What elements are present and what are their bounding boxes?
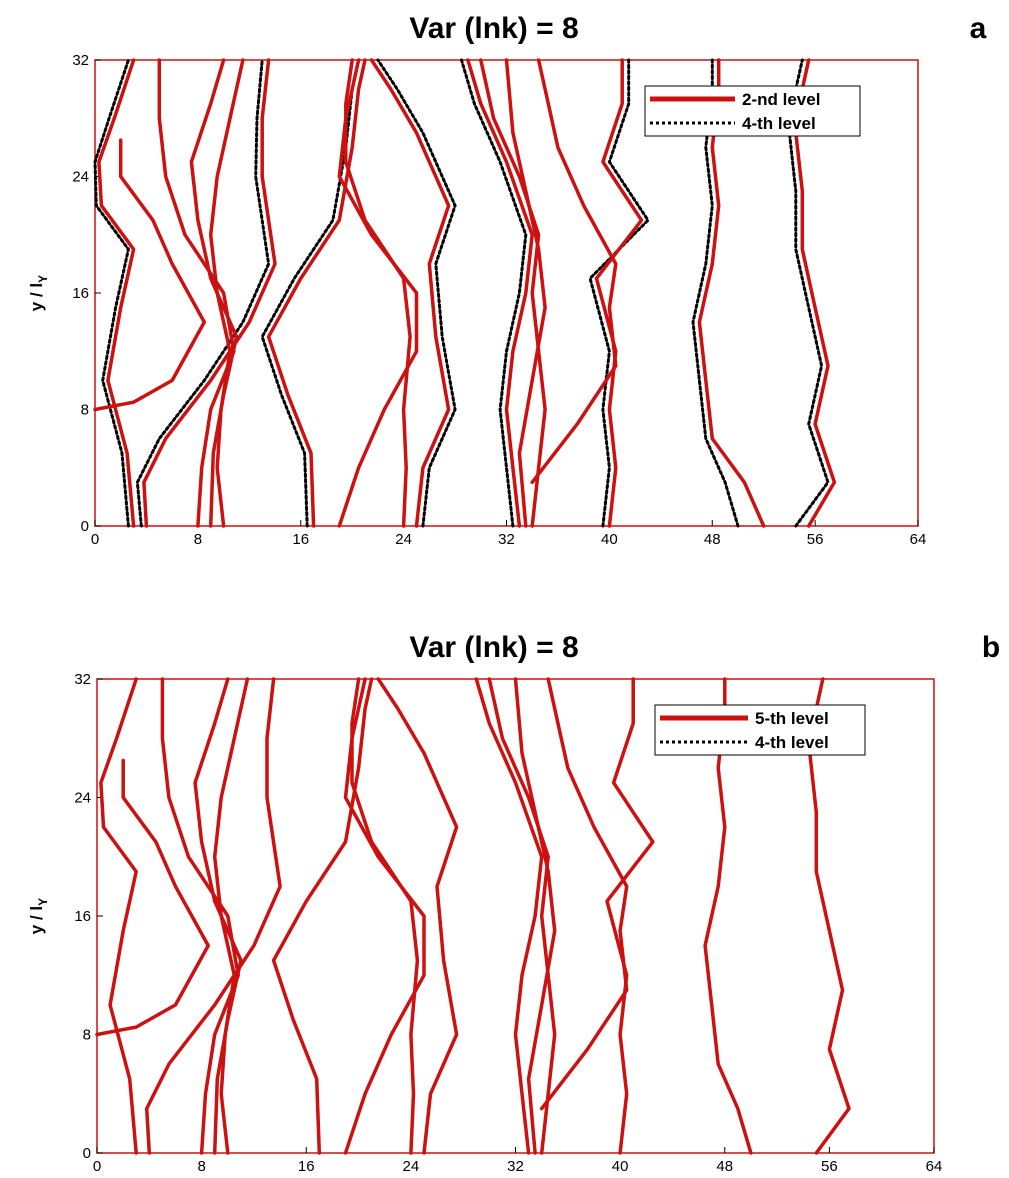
series-line-dotted bbox=[93, 58, 130, 528]
y-tick-label: 8 bbox=[83, 1027, 91, 1044]
x-tick-label: 48 bbox=[716, 1158, 733, 1175]
x-tick-label: 56 bbox=[807, 531, 824, 548]
series-line-dotted bbox=[260, 58, 361, 528]
y-axis-label-subscript: Y bbox=[36, 275, 50, 283]
y-tick-label: 8 bbox=[81, 402, 89, 419]
legend-label: 5-th level bbox=[755, 709, 829, 728]
series-line-solid bbox=[266, 58, 367, 528]
series-line-solid bbox=[271, 677, 374, 1155]
x-tick-label: 40 bbox=[601, 531, 618, 548]
x-tick-label: 64 bbox=[910, 531, 927, 548]
series-line-solid bbox=[487, 677, 557, 1155]
x-tick-label: 0 bbox=[93, 1158, 101, 1175]
x-tick-label: 40 bbox=[612, 1158, 629, 1175]
plot-area: 0 8 16 24 32 40 48 56 64 0 8 16 24 32 bbox=[72, 52, 926, 548]
series-line-solid bbox=[369, 58, 451, 528]
series-line-solid bbox=[539, 677, 629, 1111]
series-line-solid bbox=[95, 758, 210, 1037]
y-tick-label: 32 bbox=[74, 671, 91, 688]
y-tick-label: 0 bbox=[83, 1145, 91, 1162]
x-tick-label: 32 bbox=[507, 1158, 524, 1175]
y-tick-label: 16 bbox=[74, 908, 91, 925]
x-tick-label: 24 bbox=[403, 1158, 420, 1175]
svg-text:y / lY: y / lY bbox=[27, 898, 50, 934]
y-axis-label-text: y / l bbox=[27, 283, 46, 311]
y-tick-label: 32 bbox=[72, 52, 89, 69]
panel-b: Var (lnk) = 8 b y / lY 0 8 16 24 32 40 48 56 640… bbox=[27, 631, 1000, 1175]
series-line-solid bbox=[594, 58, 644, 528]
plot-area: 0 8 16 24 32 40 48 56 64 0 8 16 24 32 bbox=[74, 671, 942, 1175]
series-line-solid bbox=[343, 677, 426, 1155]
series-line-solid bbox=[504, 58, 547, 528]
series-line-solid bbox=[513, 677, 557, 1155]
series-line-solid bbox=[530, 58, 618, 485]
y-tick-label: 24 bbox=[74, 790, 91, 807]
series-line-dotted bbox=[588, 58, 650, 528]
series-line-solid bbox=[193, 677, 243, 1155]
panel-letter: a bbox=[970, 12, 987, 45]
series-line-dotted bbox=[460, 58, 528, 528]
x-tick-label: 8 bbox=[197, 1158, 205, 1175]
legend: 5-th level 4-th level bbox=[654, 704, 866, 756]
x-tick-label: 0 bbox=[91, 531, 99, 548]
legend-label: 2-nd level bbox=[742, 90, 820, 109]
x-tick-label: 64 bbox=[926, 1158, 943, 1175]
chart-title: Var (lnk) = 8 bbox=[409, 12, 578, 45]
series-line-solid bbox=[479, 58, 547, 528]
x-tick-label: 56 bbox=[821, 1158, 838, 1175]
series-line-solid bbox=[160, 677, 240, 1155]
series-line-solid bbox=[157, 58, 236, 528]
series-line-dotted bbox=[376, 58, 457, 528]
series-line-solid bbox=[350, 677, 420, 1155]
y-axis-label: y / lY bbox=[27, 275, 50, 311]
series-line-solid bbox=[189, 58, 239, 528]
svg-text:y / lY: y / lY bbox=[27, 275, 50, 311]
y-tick-label: 0 bbox=[81, 518, 89, 535]
x-tick-label: 32 bbox=[498, 531, 515, 548]
x-tick-label: 24 bbox=[395, 531, 412, 548]
y-tick-label: 16 bbox=[72, 285, 89, 302]
series-line-solid bbox=[337, 58, 419, 528]
y-axis-label-text: y / l bbox=[27, 906, 46, 934]
legend-box bbox=[644, 85, 861, 137]
y-axis-label: y / lY bbox=[27, 898, 50, 934]
series-line-solid bbox=[142, 58, 277, 528]
series-line-solid bbox=[474, 677, 544, 1155]
series-line-solid bbox=[144, 677, 282, 1155]
series-line-solid bbox=[93, 138, 207, 412]
x-tick-label: 48 bbox=[704, 531, 721, 548]
series-line-solid bbox=[605, 677, 655, 1155]
legend-label: 4-th level bbox=[755, 733, 829, 752]
y-axis-label-subscript: Y bbox=[36, 898, 50, 906]
panel-letter: b bbox=[982, 631, 1000, 664]
series-line-solid bbox=[99, 677, 138, 1155]
x-tick-label: 8 bbox=[194, 531, 202, 548]
series-line-dotted bbox=[135, 58, 271, 528]
legend: 2-nd level 4-th level bbox=[644, 85, 861, 137]
series-line-solid bbox=[376, 677, 459, 1155]
panel-a: Var (lnk) = 8 a y / lY 0 8 16 24 32 40 48 56 640… bbox=[27, 12, 987, 548]
y-tick-label: 24 bbox=[72, 169, 89, 186]
legend-label: 4-th level bbox=[742, 114, 816, 133]
x-tick-label: 16 bbox=[292, 531, 309, 548]
x-tick-label: 16 bbox=[298, 1158, 315, 1175]
series-line-solid bbox=[97, 58, 136, 528]
series-line-solid bbox=[466, 58, 534, 528]
chart-title: Var (lnk) = 8 bbox=[409, 631, 578, 664]
series-line-solid bbox=[344, 58, 412, 528]
legend-box bbox=[654, 704, 866, 756]
